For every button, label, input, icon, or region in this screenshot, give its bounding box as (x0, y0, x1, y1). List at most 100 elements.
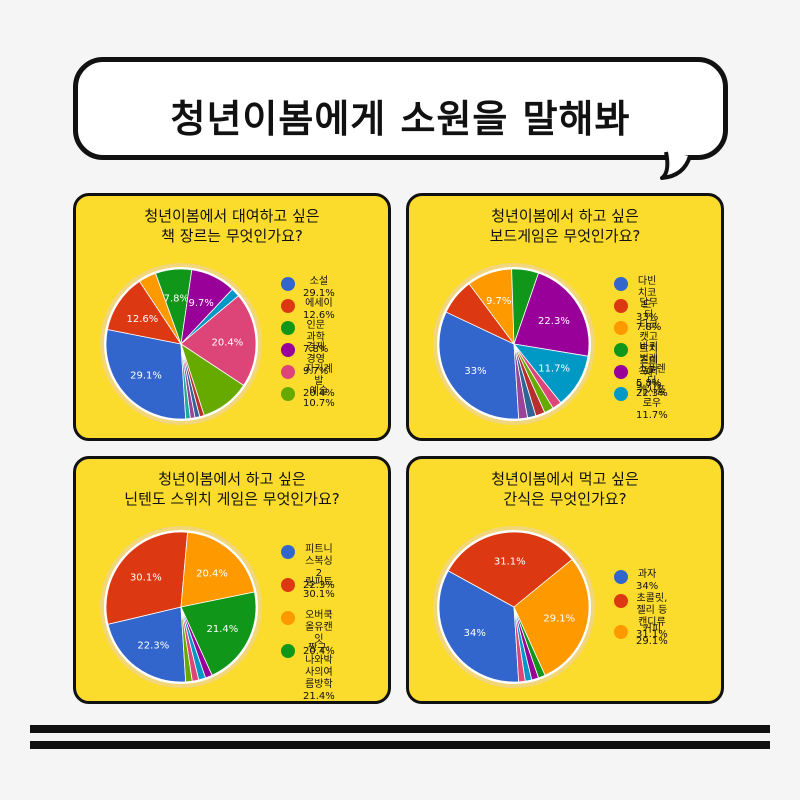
chart-card-books: 청년이봄에서 대여하고 싶은 책 장르는 무엇인가요? 29.1% 12.6% 7.8… (73, 193, 391, 441)
legend-item: 바퀴벌레포커 5.8% (614, 342, 661, 390)
pie-slice (106, 280, 182, 345)
legend-swatch-icon (281, 365, 295, 379)
slice-percent-label: 29.1% (543, 614, 575, 625)
legend-item: 피트니스복싱2 22.3% (281, 544, 335, 592)
pie-slice (105, 329, 187, 420)
slice-percent-label: 9.7% (486, 296, 511, 307)
legend-swatch-icon (281, 387, 295, 401)
legend-swatch-icon (614, 321, 628, 335)
legend-item: 스플렌더 22.3% (614, 364, 668, 400)
pie-chart: 34% 31.1% 29.1% (433, 526, 595, 688)
chart-card-snacks: 청년이봄에서 먹고 싶은 간식은 무엇인가요? 34% 31.1% 29.1% 과자 3… (406, 456, 724, 704)
slice-percent-label: 29.1% (130, 371, 162, 382)
legend-label: 예술 10.7% (303, 386, 335, 409)
legend-label: 바퀴벌레포커 5.8% (636, 342, 662, 389)
legend-swatch-icon (614, 570, 628, 584)
legend-item: 인문과학 7.8% (281, 320, 328, 356)
pie-slice (513, 558, 590, 676)
pie-chart: 29.1% 12.6% 7.8% 9.7% 20.4% (100, 263, 262, 425)
legend-swatch-icon (614, 594, 628, 608)
speech-tail-icon (660, 151, 692, 180)
legend-swatch-icon (614, 277, 628, 291)
legend-label: 타코캣고트치즈피자 9.7% (636, 320, 662, 391)
chart-title: 청년이봄에서 먹고 싶은 간식은 무엇인가요? (491, 470, 639, 508)
legend-item: 경제경영 9.7% (281, 342, 328, 378)
legend-item: 예술 10.7% (281, 386, 335, 410)
slice-percent-label: 20.4% (212, 337, 244, 348)
slice-percent-label: 12.6% (126, 314, 158, 325)
divider-line-top (30, 725, 770, 733)
pie-slice (438, 311, 520, 420)
slice-percent-label: 9.7% (188, 298, 213, 309)
legend-label: 캐시플로우 11.7% (636, 386, 668, 421)
slice-percent-label: 22.3% (137, 640, 169, 651)
legend-label: 스플렌더 22.3% (636, 364, 668, 399)
pie-slice (105, 531, 189, 625)
pie-slice (513, 343, 529, 420)
divider-line-bottom (30, 741, 770, 749)
legend-item: 오버쿡올유캔잇 20.4% (281, 610, 335, 658)
chart-card-switch-games: 청년이봄에서 하고 싶은 닌텐도 스위치 게임은 무엇인가요? 22.3% 30.1… (73, 456, 391, 704)
legend-item: 커피 29.1% (614, 624, 668, 648)
slice-percent-label: 22.3% (538, 316, 570, 327)
chart-card-boardgames: 청년이봄에서 하고 싶은 보드게임은 무엇인가요? 33% 9.7% 22.3% 11.… (406, 193, 724, 441)
legend-item: 초콜릿,젤리 등 캔디류 31.1% (614, 593, 668, 641)
legend-swatch-icon (281, 578, 295, 592)
chart-title: 청년이봄에서 대여하고 싶은 책 장르는 무엇인가요? (144, 207, 320, 245)
pie-slice (180, 531, 255, 608)
legend-swatch-icon (281, 343, 295, 357)
legend-label: 자기계발 20.4% (303, 364, 335, 399)
legend-item: 소설 29.1% (281, 276, 335, 300)
legend-label: 과자 34% (636, 569, 659, 592)
legend-swatch-icon (281, 277, 295, 291)
legend-swatch-icon (614, 365, 628, 379)
legend-swatch-icon (614, 299, 628, 313)
pie-slice (180, 343, 191, 420)
legend-item: 타코캣고트치즈피자 9.7% (614, 320, 661, 392)
legend-item: 자기계발 20.4% (281, 364, 335, 400)
chart-title: 청년이봄에서 하고 싶은 닌텐도 스위치 게임은 무엇인가요? (124, 470, 340, 508)
legend-label: 오버쿡올유캔잇 20.4% (303, 610, 335, 657)
legend-swatch-icon (281, 321, 295, 335)
pie-slice (180, 591, 257, 676)
legend-label: 커피 29.1% (636, 624, 668, 647)
pie-chart: 22.3% 30.1% 20.4% 21.4% (100, 526, 262, 688)
page-title: 청년이봄에게 소원을 말해봐 (170, 97, 631, 141)
legend-swatch-icon (614, 625, 628, 639)
pie-slice (107, 606, 187, 683)
slice-percent-label: 20.4% (196, 568, 228, 579)
legend-label: 초콜릿,젤리 등 캔디류 31.1% (636, 593, 668, 640)
legend-item: 에세이 12.6% (281, 298, 335, 322)
slice-percent-label: 7.8% (164, 294, 189, 305)
slice-percent-label: 31.1% (494, 557, 526, 568)
legend-swatch-icon (281, 644, 295, 658)
pie-slice (447, 531, 573, 608)
title-bubble: 청년이봄에게 소원을 말해봐 (73, 57, 728, 160)
pie-slice (180, 606, 193, 683)
legend-item: 캐시플로우 11.7% (614, 386, 668, 422)
legend-label: 경제경영 9.7% (303, 342, 329, 377)
slice-percent-label: 21.4% (207, 624, 239, 635)
slice-percent-label: 30.1% (130, 573, 162, 584)
legend-label: 다빈치코드 33% (636, 276, 659, 323)
legend-item: 달무티 7.8% (614, 298, 661, 334)
legend-label: 링피트 30.1% (303, 577, 335, 600)
legend-item: 짱구: 나와박사의여름방학 21.4% (281, 643, 335, 703)
legend-swatch-icon (281, 299, 295, 313)
pie-slice (513, 272, 590, 357)
legend-item: 링피트 30.1% (281, 577, 335, 601)
legend-item: 과자 34% (614, 569, 658, 593)
pie-slice (513, 606, 526, 683)
legend-swatch-icon (281, 545, 295, 559)
legend-label: 소설 29.1% (303, 276, 335, 299)
slice-percent-label: 11.7% (538, 364, 570, 375)
legend-item: 다빈치코드 33% (614, 276, 658, 324)
legend-label: 피트니스복싱2 22.3% (303, 544, 335, 591)
pie-chart: 33% 9.7% 22.3% 11.7% (433, 263, 595, 425)
chart-title: 청년이봄에서 하고 싶은 보드게임은 무엇인가요? (489, 207, 641, 245)
slice-percent-label: 34% (464, 628, 486, 639)
slice-percent-label: 33% (464, 366, 486, 377)
legend-label: 달무티 7.8% (636, 298, 662, 333)
legend-swatch-icon (614, 343, 628, 357)
legend-label: 짱구: 나와박사의여름방학 21.4% (303, 643, 335, 702)
